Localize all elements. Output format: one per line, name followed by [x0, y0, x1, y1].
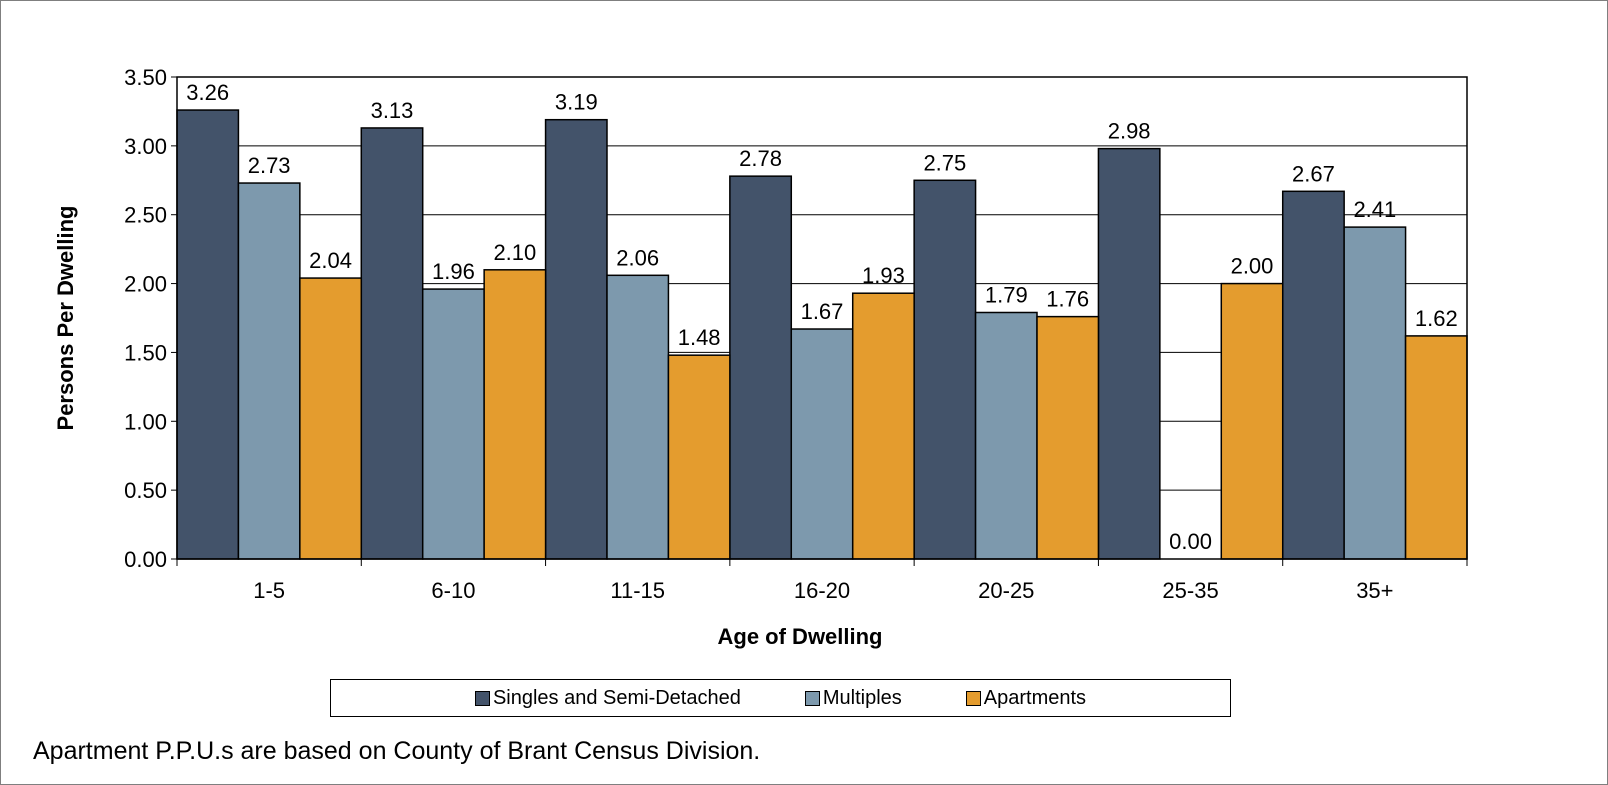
y-tick-label: 3.00	[124, 134, 167, 159]
bar	[974, 311, 1038, 560]
data-label: 1.62	[1415, 306, 1458, 331]
legend: Singles and Semi-Detached Multiples Apar…	[330, 679, 1231, 717]
bar	[913, 179, 977, 560]
data-label: 2.78	[739, 146, 782, 171]
y-tick-label: 1.50	[124, 340, 167, 365]
bar	[176, 109, 240, 560]
bars	[176, 109, 1468, 560]
bar	[1220, 282, 1284, 560]
footnote: Apartment P.P.U.s are based on County of…	[33, 737, 761, 765]
data-label: 2.73	[248, 153, 291, 178]
bar	[1281, 190, 1345, 560]
y-tick-label: 3.50	[124, 65, 167, 90]
data-label: 2.67	[1292, 161, 1335, 186]
bar	[1036, 315, 1100, 560]
bar	[851, 292, 915, 560]
y-tick-label: 0.50	[124, 478, 167, 503]
data-label: 1.48	[678, 325, 721, 350]
x-tick-label: 1-5	[253, 578, 285, 603]
legend-label-singles: Singles and Semi-Detached	[492, 686, 741, 709]
x-tick-label: 35+	[1356, 578, 1393, 603]
data-label: 0.00	[1169, 529, 1212, 554]
data-label: 3.19	[555, 90, 598, 115]
legend-swatch-singles	[474, 690, 490, 706]
bar	[729, 175, 793, 560]
x-axis-title: Age of Dwelling	[718, 624, 883, 649]
x-tick-label: 16-20	[794, 578, 850, 603]
bar	[483, 269, 547, 560]
data-label: 1.79	[985, 282, 1028, 307]
data-label: 1.67	[801, 299, 844, 324]
bar	[667, 354, 731, 560]
data-labels: 3.26 3.13 3.19 2.78 2.75 2.98 2.67 2.73 1.96 2.06…	[186, 80, 1457, 554]
legend-label-apartments: Apartments	[983, 686, 1087, 709]
bar	[299, 277, 363, 560]
bar	[544, 118, 608, 560]
data-label: 1.76	[1046, 287, 1089, 312]
axes: 0.00 0.50 1.00 1.50 2.00 2.50 3.00 3.50 1-5 6-10 1…	[124, 65, 1468, 603]
y-tick-label: 2.50	[124, 203, 167, 228]
data-label: 3.26	[186, 80, 229, 105]
bar	[237, 182, 301, 560]
data-label: 2.98	[1108, 119, 1151, 144]
legend-swatch-apartments	[965, 690, 981, 706]
bar	[790, 328, 854, 560]
data-label: 2.06	[616, 245, 659, 270]
data-label: 2.04	[309, 248, 352, 273]
data-label: 2.75	[923, 150, 966, 175]
x-tick-label: 11-15	[610, 578, 665, 603]
x-tick-label: 25-35	[1162, 578, 1218, 603]
data-label: 1.93	[862, 263, 905, 288]
data-label: 2.00	[1231, 254, 1274, 279]
bar	[360, 127, 424, 560]
legend-label-multiples: Multiples	[822, 686, 902, 709]
bar	[1343, 226, 1407, 560]
data-label: 2.41	[1353, 197, 1396, 222]
y-tick-label: 2.00	[124, 272, 167, 297]
legend-item-multiples: Multiples	[804, 686, 902, 710]
plot-area-border	[176, 76, 1468, 560]
y-tick-label: 1.00	[124, 409, 167, 434]
legend-swatch-multiples	[804, 690, 820, 706]
data-label: 2.10	[493, 240, 536, 265]
bar	[1404, 335, 1468, 560]
y-axis-title: Persons Per Dwelling	[53, 206, 78, 431]
legend-item-singles: Singles and Semi-Detached	[474, 686, 741, 710]
data-label: 3.13	[371, 98, 414, 123]
bar	[421, 288, 485, 560]
data-label: 1.96	[432, 259, 475, 284]
legend-item-apartments: Apartments	[965, 686, 1087, 710]
y-tick-label: 0.00	[124, 547, 167, 572]
bar	[606, 274, 670, 560]
bar	[1097, 147, 1161, 560]
x-tick-label: 6-10	[431, 578, 475, 603]
x-tick-label: 20-25	[978, 578, 1034, 603]
